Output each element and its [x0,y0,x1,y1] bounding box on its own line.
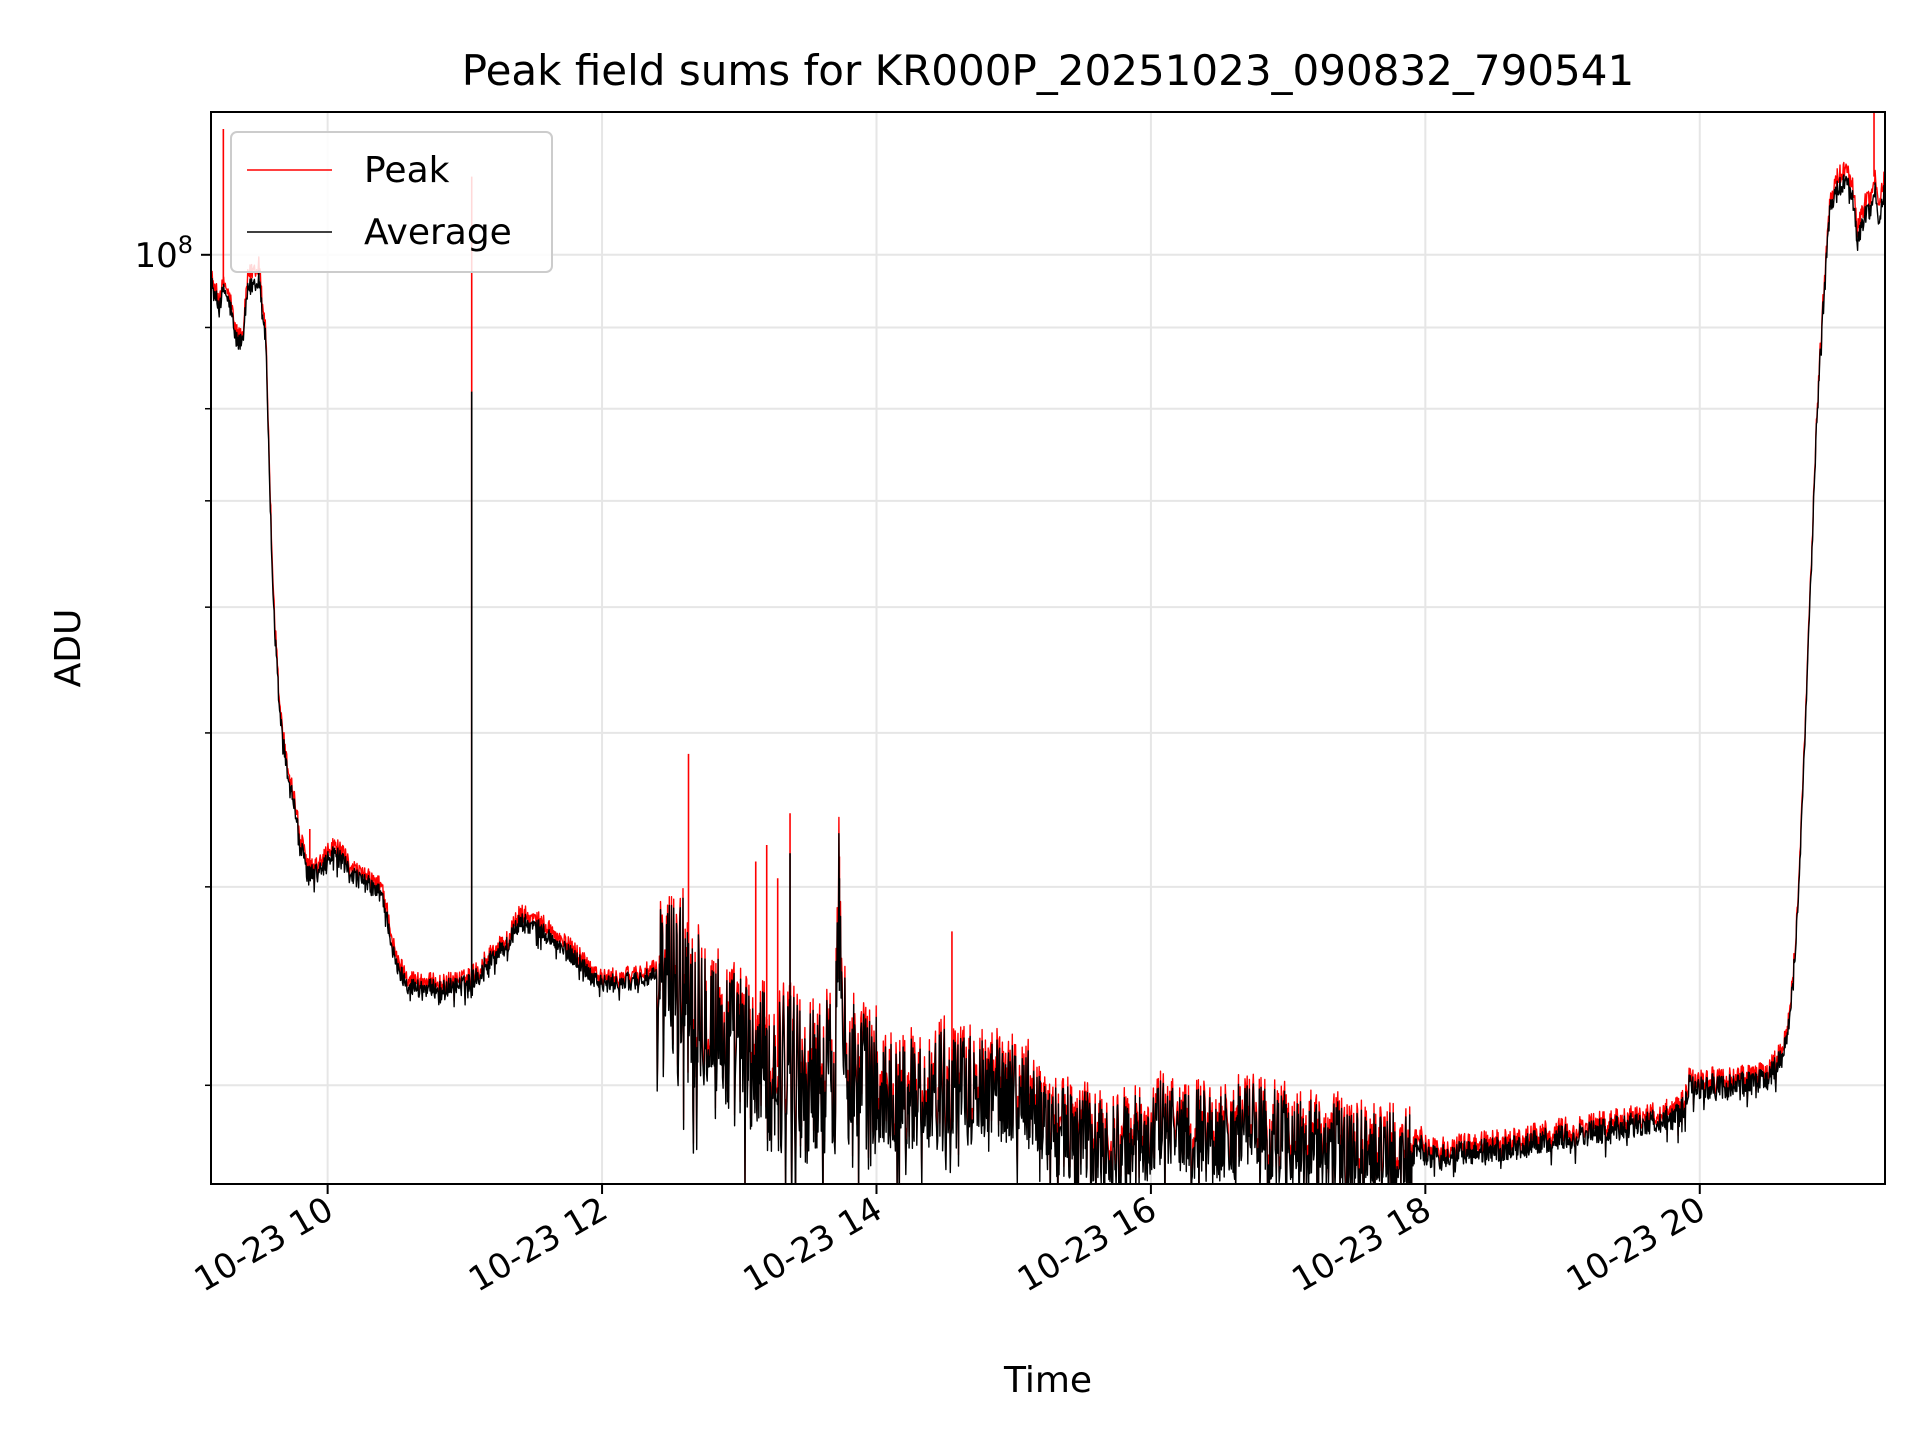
chart-title: Peak field sums for KR000P_20251023_0908… [462,46,1634,95]
y-axis: 108 [134,231,211,1087]
series-line-average [211,174,1885,1184]
y-tick-label: 108 [134,231,193,276]
y-axis-label: ADU [48,609,89,688]
plot-area [211,112,1885,1184]
x-axis-label: Time [1003,1360,1092,1401]
legend: Peak Average [230,131,553,273]
series-layer [211,112,1885,1184]
legend-box [230,131,553,273]
legend-label-average: Average [364,212,512,253]
plot-frame [210,111,1886,1185]
legend-label-peak: Peak [364,150,450,191]
grid [211,112,1885,1184]
